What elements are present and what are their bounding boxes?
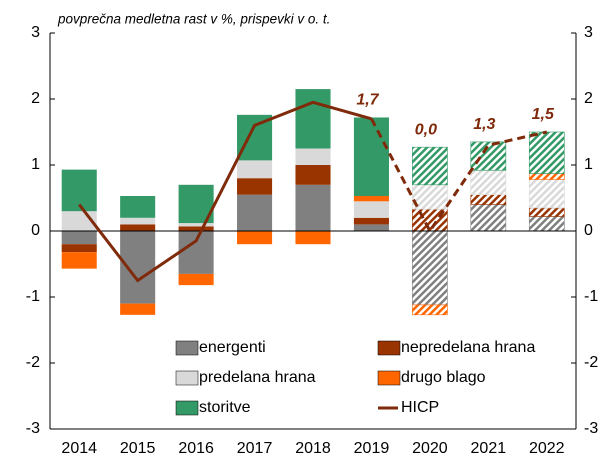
- bar-segment: [61, 252, 97, 269]
- bar-segment: [528, 131, 565, 174]
- legend-label: HICP: [401, 399, 439, 416]
- bar-segment: [178, 223, 214, 227]
- y-tick-label: -1: [26, 288, 40, 305]
- y2-tick-label: -3: [584, 420, 598, 437]
- bar-segment: [470, 169, 507, 195]
- legend-label: energenti: [199, 339, 266, 356]
- bar-segment: [120, 196, 156, 218]
- bar-segment: [412, 230, 448, 306]
- bar-segment: [470, 141, 507, 171]
- bar-segment: [470, 194, 507, 205]
- y-tick-label: 1: [31, 156, 40, 173]
- bar-segment: [237, 178, 273, 195]
- bar-segment: [237, 160, 273, 179]
- x-tick-label: 2017: [237, 440, 273, 457]
- bar-segment: [412, 304, 448, 316]
- y-tick-label: -2: [26, 354, 40, 371]
- hicp-line: [370, 118, 548, 234]
- bar-segment: [412, 184, 448, 210]
- bar-segment: [120, 231, 156, 304]
- bar-segment: [295, 231, 331, 245]
- data-label: 0,0: [415, 121, 437, 138]
- x-tick-label: 2014: [61, 440, 97, 457]
- bar-segment: [528, 179, 565, 209]
- y-tick-label: 3: [31, 24, 40, 41]
- y2-tick-label: 0: [584, 222, 593, 239]
- bar-segment: [237, 194, 273, 231]
- bar-segment: [178, 226, 214, 231]
- legend-swatch: [377, 370, 401, 386]
- legend-swatch: [175, 400, 199, 416]
- data-label: 1,3: [473, 116, 495, 133]
- legend-swatch: [175, 370, 199, 386]
- y-tick-label: -3: [26, 420, 40, 437]
- x-tick-label: 2015: [120, 440, 156, 457]
- bar-segment: [61, 244, 97, 253]
- bar-segment: [353, 224, 389, 231]
- bar-segment: [412, 146, 448, 186]
- bar-segment: [295, 89, 331, 149]
- bar-segment: [178, 273, 214, 286]
- legend-swatch: [377, 340, 401, 356]
- bar-segment: [353, 217, 389, 225]
- data-label: 1,5: [532, 106, 555, 123]
- bar-segment: [528, 216, 565, 232]
- legend-label: drugo blago: [401, 369, 486, 386]
- bar-segment: [470, 204, 507, 232]
- x-tick-label: 2021: [471, 440, 507, 457]
- x-tick-label: 2018: [295, 440, 331, 457]
- legend-label: storitve: [199, 399, 251, 416]
- y2-tick-label: 3: [584, 24, 593, 41]
- bar-segment: [61, 231, 97, 245]
- bar-segment: [61, 169, 97, 212]
- bar-segment: [120, 217, 156, 225]
- bar-segment: [237, 231, 273, 245]
- y2-tick-label: 1: [584, 156, 593, 173]
- bar-segment: [353, 201, 389, 218]
- x-tick-label: 2019: [354, 440, 390, 457]
- bar-segment: [528, 173, 565, 180]
- y2-tick-label: -2: [584, 354, 598, 371]
- x-tick-label: 2022: [529, 440, 565, 457]
- bar-segment: [295, 165, 331, 185]
- bar-segment: [120, 224, 156, 231]
- bar-segment: [237, 114, 273, 161]
- data-label: 1,7: [356, 92, 379, 109]
- bar-segment: [353, 117, 389, 197]
- x-tick-label: 2016: [178, 440, 214, 457]
- legend-label: nepredelana hrana: [401, 339, 535, 356]
- bar-segment: [178, 231, 214, 274]
- y-tick-label: 2: [31, 90, 40, 107]
- bar-segment: [295, 184, 331, 231]
- bar-segment: [295, 148, 331, 165]
- hicp-line: [78, 100, 372, 283]
- x-tick-label: 2020: [412, 440, 448, 457]
- y2-tick-label: -1: [584, 288, 598, 305]
- y2-tick-label: 2: [584, 90, 593, 107]
- y-tick-label: 0: [31, 222, 40, 239]
- bar-segment: [353, 196, 389, 202]
- bar-segment: [528, 207, 565, 217]
- bar-segment: [120, 303, 156, 315]
- legend-label: predelana hrana: [199, 369, 316, 386]
- legend-swatch: [175, 340, 199, 356]
- chart-title: povprečna medletna rast v %, prispevki v…: [57, 12, 330, 27]
